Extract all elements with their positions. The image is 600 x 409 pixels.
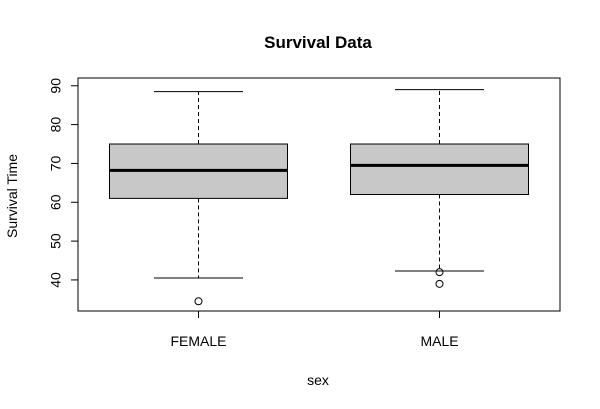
y-tick-label: 70 <box>48 155 64 171</box>
outlier-point <box>435 268 444 277</box>
y-tick-label: 40 <box>48 272 64 288</box>
outlier-point <box>435 279 444 288</box>
y-tick-label: 90 <box>48 78 64 94</box>
x-tick-label: MALE <box>420 333 458 349</box>
y-tick-label: 50 <box>48 233 64 249</box>
box-male <box>350 89 529 288</box>
box-female <box>109 91 288 306</box>
chart-title: Survival Data <box>264 33 372 52</box>
x-axis: FEMALE MALE <box>170 310 459 349</box>
interquartile-box <box>350 143 529 195</box>
y-tick-label: 80 <box>48 117 64 133</box>
y-tick-label: 60 <box>48 194 64 210</box>
y-axis: 40 50 60 70 80 90 <box>48 78 79 288</box>
boxes-group <box>109 89 529 306</box>
outlier-point <box>194 297 203 306</box>
x-tick-label: FEMALE <box>170 333 226 349</box>
y-axis-label: Survival Time <box>4 154 20 238</box>
x-axis-label: sex <box>307 372 329 388</box>
